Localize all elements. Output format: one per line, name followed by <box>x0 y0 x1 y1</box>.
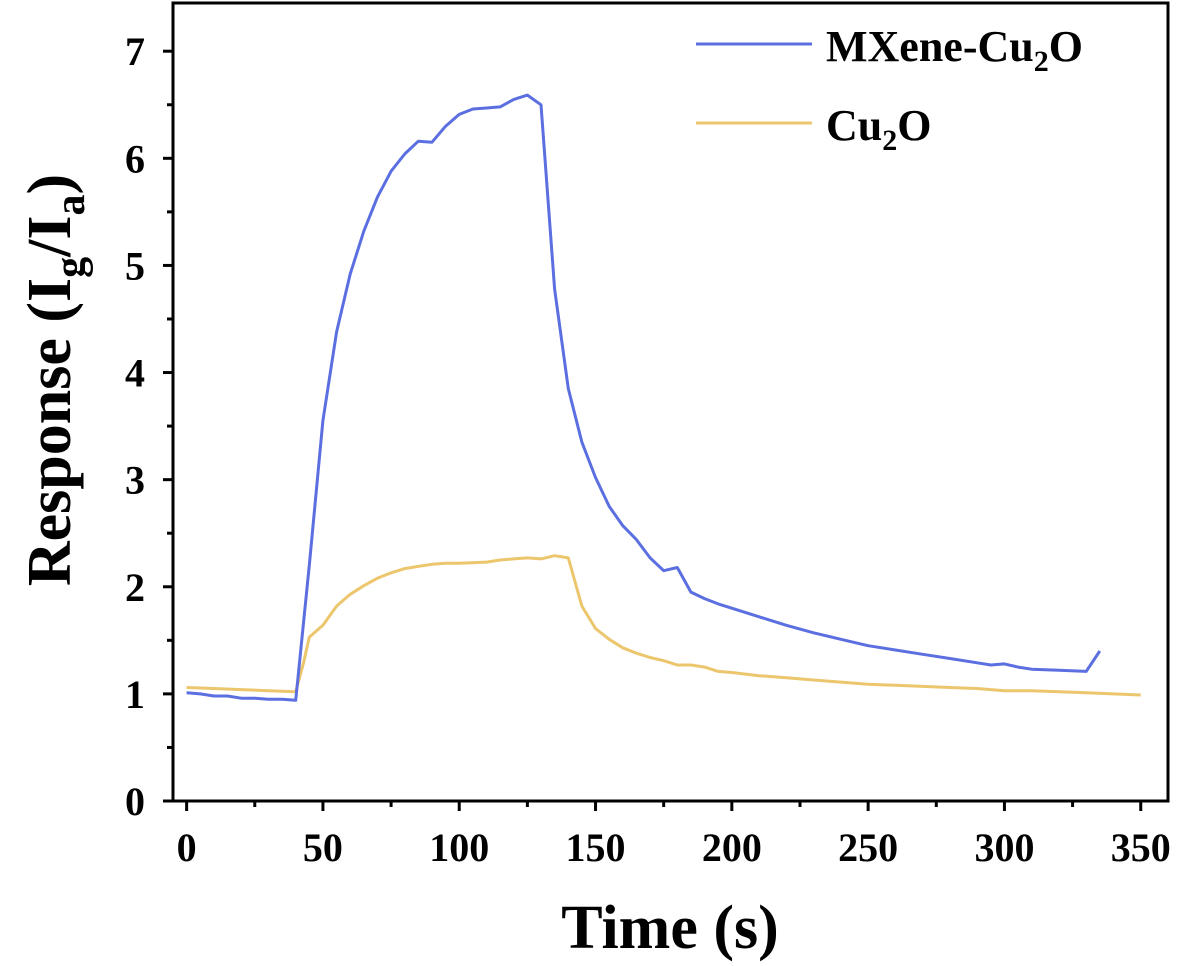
x-tick-label: 150 <box>566 825 626 870</box>
x-tick-label: 250 <box>838 825 898 870</box>
x-tick-label: 200 <box>702 825 762 870</box>
x-tick-label: 300 <box>974 825 1034 870</box>
y-tick-label: 7 <box>125 29 145 74</box>
y-tick-label: 3 <box>125 458 145 503</box>
y-tick-label: 1 <box>125 672 145 717</box>
y-tick-label: 2 <box>125 565 145 610</box>
y-tick-label: 0 <box>125 779 145 824</box>
y-tick-label: 6 <box>125 136 145 181</box>
legend-label-cu2o: Cu2O <box>826 101 931 157</box>
y-axis-title: Response (Ig/Ia) <box>16 174 94 586</box>
y-axis-ticks: 0 1 2 3 4 5 6 7 <box>125 29 173 824</box>
x-tick-label: 350 <box>1111 825 1171 870</box>
x-tick-label: 100 <box>429 825 489 870</box>
y-tick-label: 4 <box>125 351 145 396</box>
legend-label-mxene-cu2o: MXene-Cu2O <box>826 22 1083 78</box>
plot-frame <box>171 1 1170 803</box>
y-tick-label: 5 <box>125 243 145 288</box>
series-line-cu2o <box>186 554 1141 697</box>
x-axis-title: Time (s) <box>561 894 779 962</box>
series-line-mxene-cu2o <box>186 93 1102 702</box>
series-layer <box>186 93 1141 702</box>
legend: MXene-Cu2O Cu2O <box>696 22 1083 157</box>
x-axis-ticks: 0 50 100 150 200 250 300 350 <box>177 801 1171 870</box>
x-tick-label: 50 <box>303 825 343 870</box>
x-tick-label: 0 <box>177 825 197 870</box>
